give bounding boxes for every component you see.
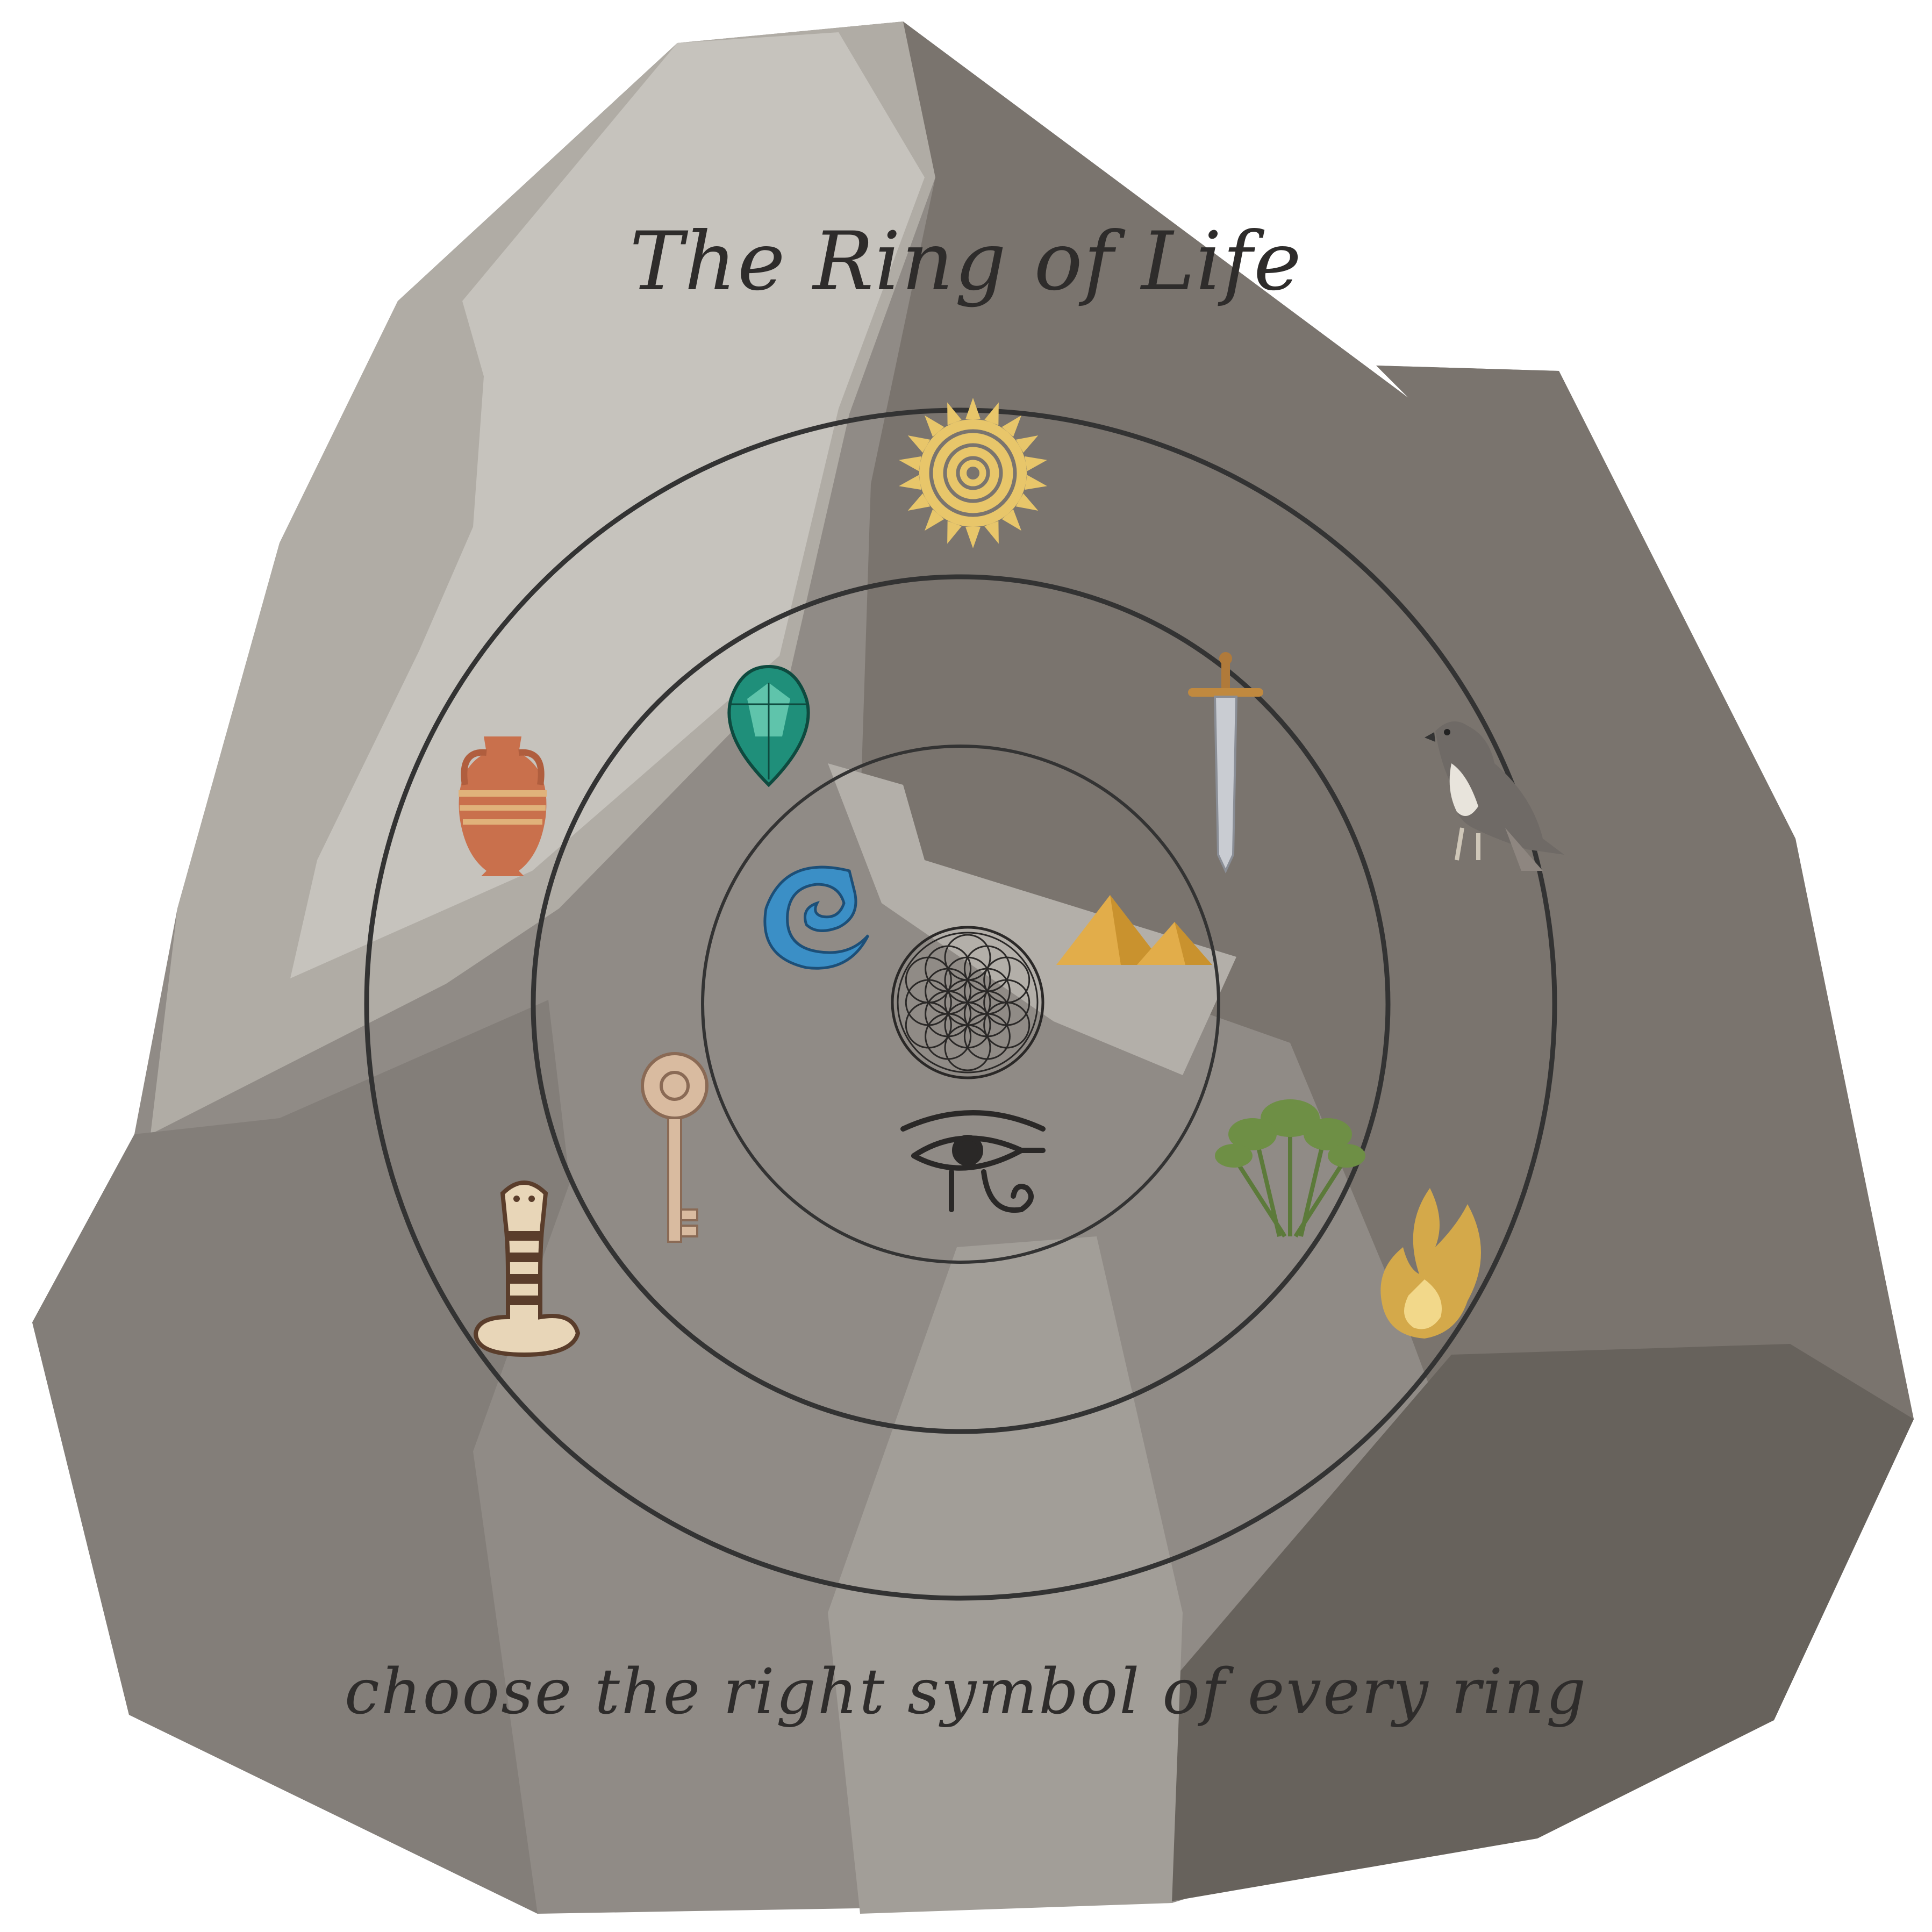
emerald-icon[interactable]: [727, 664, 810, 788]
page-title: The Ring of Life: [629, 215, 1303, 309]
pyramids-icon[interactable]: [1056, 895, 1212, 965]
key-icon[interactable]: [641, 1052, 709, 1243]
instruction-text: choose the right symbol of every ring: [344, 1656, 1588, 1728]
fire-icon[interactable]: [1380, 1188, 1481, 1339]
sword-icon[interactable]: [1188, 652, 1263, 874]
cobra-icon[interactable]: [473, 1180, 581, 1357]
rings: [364, 407, 1557, 1601]
falcon-icon[interactable]: [1425, 721, 1564, 871]
amphora-icon[interactable]: [459, 736, 547, 876]
flower-of-life-icon[interactable]: [891, 926, 1044, 1079]
outer-ring: [364, 407, 1557, 1601]
wave-icon[interactable]: [763, 865, 870, 970]
rock-background: [32, 22, 1914, 1914]
middle-ring: [531, 574, 1391, 1434]
eye-of-horus-icon[interactable]: [900, 1110, 1046, 1213]
papyrus-icon[interactable]: [1215, 1099, 1365, 1238]
sun-icon[interactable]: [897, 398, 1049, 548]
inner-ring: [701, 745, 1220, 1264]
